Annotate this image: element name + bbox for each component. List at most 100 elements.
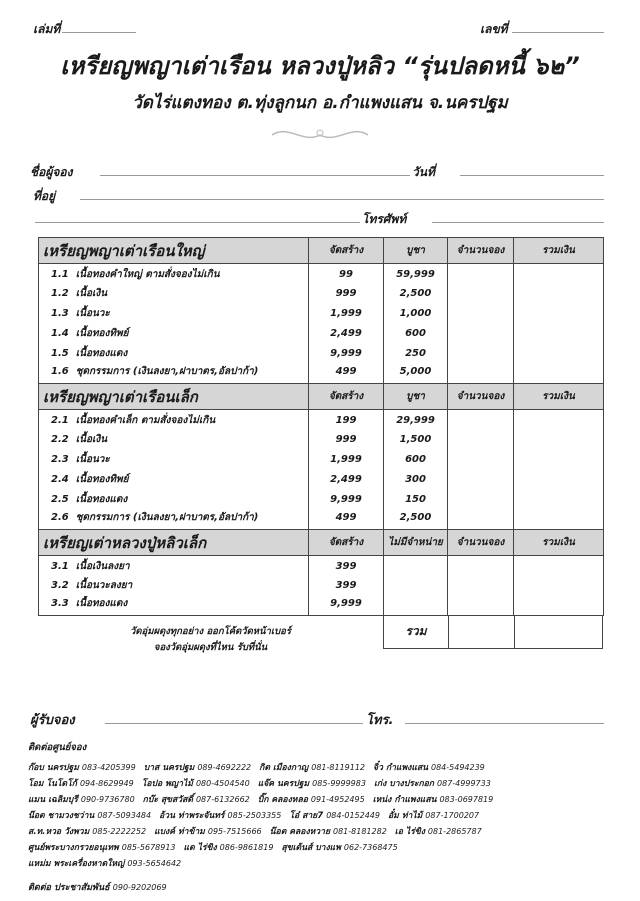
contact-phone: 083-0697819 bbox=[439, 795, 494, 804]
contacts-row: แมน เฉลิมบุรี 090-9736780 กบ๊ะ สุขสวัสดิ์… bbox=[28, 792, 501, 808]
item-no: 2.1 bbox=[51, 415, 69, 427]
amount-cell[interactable] bbox=[513, 343, 604, 364]
section-header: เหรียญพญาเต่าเรือนเล็ก จัดสร้าง บูชา จำนวนจ… bbox=[38, 383, 604, 410]
amount-cell[interactable] bbox=[513, 449, 604, 470]
name-field[interactable] bbox=[100, 175, 410, 176]
section-title: เหรียญเต่าหลวงปู่หลิวเล็ก bbox=[38, 529, 309, 556]
column-header: บูชา bbox=[383, 383, 448, 410]
qty-cell[interactable] bbox=[447, 363, 514, 384]
item-name-cell: 2.2 เนื้อเงิน bbox=[38, 429, 309, 450]
qty-cell[interactable] bbox=[447, 409, 514, 430]
contact-name: น๊อต คลองหวาย bbox=[269, 827, 330, 837]
made-count: 9,999 bbox=[308, 489, 384, 510]
column-header: จัดสร้าง bbox=[308, 529, 384, 556]
amount-cell[interactable] bbox=[513, 509, 604, 530]
amount-cell[interactable] bbox=[513, 263, 604, 284]
table-row: 1.5 เนื้อทองแดง 9,999 250 bbox=[38, 343, 604, 364]
contact-phone: 090-9736780 bbox=[80, 795, 135, 804]
amount-cell[interactable] bbox=[513, 575, 604, 596]
column-header: จำนวนจอง bbox=[447, 383, 514, 410]
qty-cell[interactable] bbox=[447, 303, 514, 324]
contact-phone: 087-5093484 bbox=[97, 811, 152, 820]
contact-phone: 094-8629949 bbox=[79, 779, 134, 788]
date-field[interactable] bbox=[460, 175, 604, 176]
amount-cell[interactable] bbox=[513, 469, 604, 490]
made-count: 199 bbox=[308, 409, 384, 430]
price: 600 bbox=[383, 449, 448, 470]
book-no-field[interactable] bbox=[62, 32, 136, 33]
qty-cell[interactable] bbox=[447, 509, 514, 530]
amount-cell[interactable] bbox=[513, 429, 604, 450]
amount-cell[interactable] bbox=[513, 595, 604, 616]
table-row: 2.5 เนื้อทองแดง 9,999 150 bbox=[38, 489, 604, 510]
qty-cell[interactable] bbox=[447, 489, 514, 510]
item-name-cell: 3.1 เนื้อเงินลงยา bbox=[38, 555, 309, 576]
phone-field[interactable] bbox=[432, 222, 604, 223]
order-table: เหรียญพญาเต่าเรือนใหญ่ จัดสร้าง บูชา จำนวนจ… bbox=[38, 237, 604, 616]
item-no: 1.3 bbox=[51, 307, 69, 319]
qty-cell[interactable] bbox=[447, 429, 514, 450]
contact-phone: 087-1700207 bbox=[425, 811, 480, 820]
item-name: เนื้อทองทิพย์ bbox=[75, 473, 129, 485]
total-qty-cell[interactable] bbox=[448, 616, 514, 648]
receiver-phone-field[interactable] bbox=[405, 723, 604, 724]
section-header: เหรียญเต่าหลวงปู่หลิวเล็ก จัดสร้าง ไม่มีจำ… bbox=[38, 529, 604, 556]
made-count: 1,999 bbox=[308, 303, 384, 324]
qty-cell[interactable] bbox=[447, 575, 514, 596]
item-name-cell: 2.5 เนื้อทองแดง bbox=[38, 489, 309, 510]
amount-cell[interactable] bbox=[513, 555, 604, 576]
contact-name: น๊อต ชามวงชว่าน bbox=[28, 811, 95, 821]
item-no: 2.3 bbox=[51, 453, 69, 465]
contact-phone: 095-7515666 bbox=[207, 827, 262, 836]
contact-phone: 085-5678913 bbox=[121, 843, 176, 852]
item-name-cell: 1.1 เนื้อทองคำใหญ่ ตามสั่งจองไม่เกิน bbox=[38, 263, 309, 284]
amount-cell[interactable] bbox=[513, 303, 604, 324]
amount-cell[interactable] bbox=[513, 489, 604, 510]
receiver-phone-label: โทร. bbox=[366, 713, 394, 728]
qty-cell[interactable] bbox=[447, 595, 514, 616]
amount-cell[interactable] bbox=[513, 323, 604, 344]
item-no: 1.1 bbox=[51, 269, 69, 281]
made-count: 999 bbox=[308, 429, 384, 450]
no-field[interactable] bbox=[512, 32, 604, 33]
contact-phone: 080-4504540 bbox=[195, 779, 250, 788]
contact-phone: 087-6132662 bbox=[195, 795, 250, 804]
qty-cell[interactable] bbox=[447, 555, 514, 576]
total-label: รวม bbox=[405, 624, 427, 638]
item-name-cell: 3.2 เนื้อนวะลงยา bbox=[38, 575, 309, 596]
item-no: 3.2 bbox=[51, 579, 69, 591]
contact-name: จิ๋ว กำแพงแสน bbox=[373, 763, 428, 773]
item-name: เนื้อทองคำใหญ่ ตามสั่งจองไม่เกิน bbox=[75, 269, 220, 281]
column-header: ไม่มีจำหน่าย bbox=[383, 529, 448, 556]
total-amount-cell[interactable] bbox=[514, 616, 602, 648]
column-header: บูชา bbox=[383, 237, 448, 264]
qty-cell[interactable] bbox=[447, 449, 514, 470]
item-name-cell: 2.3 เนื้อนวะ bbox=[38, 449, 309, 470]
contacts-row: แหม่ม พระเครื่องหาดใหญ่ 093-5654642 bbox=[28, 856, 501, 872]
item-name-cell: 2.1 เนื้อทองคำเล็ก ตามสั่งจองไม่เกิน bbox=[38, 409, 309, 430]
qty-cell[interactable] bbox=[447, 469, 514, 490]
amount-cell[interactable] bbox=[513, 283, 604, 304]
item-name-cell: 1.4 เนื้อทองทิพย์ bbox=[38, 323, 309, 344]
address-field-2[interactable] bbox=[35, 222, 360, 223]
column-header: จำนวนจอง bbox=[447, 237, 514, 264]
address-field[interactable] bbox=[80, 199, 604, 200]
made-count: 499 bbox=[308, 363, 384, 384]
receiver-field[interactable] bbox=[105, 723, 363, 724]
item-no: 1.6 bbox=[51, 365, 69, 377]
receiver-label: ผู้รับจอง bbox=[30, 713, 75, 728]
amount-cell[interactable] bbox=[513, 363, 604, 384]
qty-cell[interactable] bbox=[447, 343, 514, 364]
qty-cell[interactable] bbox=[447, 263, 514, 284]
qty-cell[interactable] bbox=[447, 283, 514, 304]
contact-name: ส.ท.หวอ วังพวม bbox=[28, 827, 90, 837]
amount-cell[interactable] bbox=[513, 409, 604, 430]
item-name: เนื้อทองคำเล็ก ตามสั่งจองไม่เกิน bbox=[75, 415, 216, 427]
table-row: 2.1 เนื้อทองคำเล็ก ตามสั่งจองไม่เกิน 199… bbox=[38, 409, 604, 430]
qty-cell[interactable] bbox=[447, 323, 514, 344]
contact-phone: 089-4692222 bbox=[197, 763, 252, 772]
contact-name: แด ไร่ขิง bbox=[183, 843, 217, 853]
contact-phone: 081-8181282 bbox=[333, 827, 387, 836]
item-name: ชุดกรรมการ (เงินลงยา,ฝาบาตร,อัลปาก้า) bbox=[75, 365, 259, 377]
item-no: 2.5 bbox=[51, 493, 69, 505]
